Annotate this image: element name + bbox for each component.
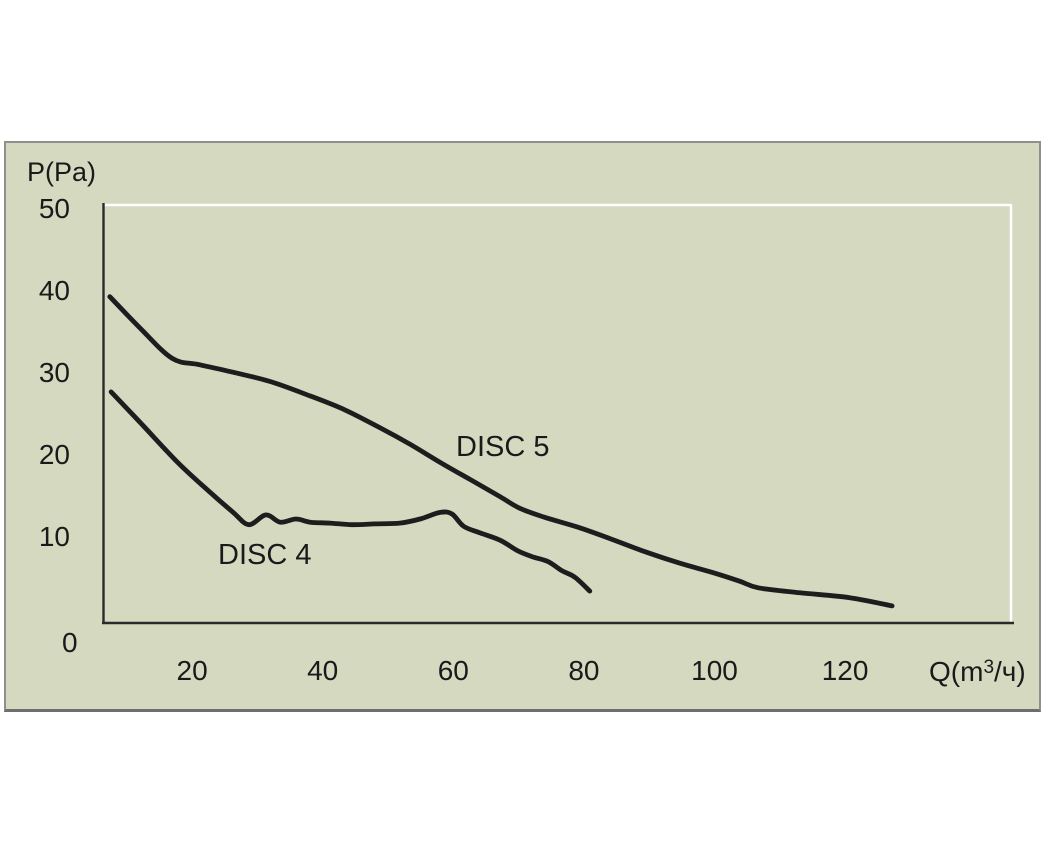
chart-panel [4,141,1041,712]
y-tick-label: 50 [38,193,70,224]
series-label-disc5: DISC 5 [456,431,550,463]
x-tick-label: 40 [307,655,339,686]
y-tick-label: 40 [38,275,70,306]
x-tick-label: 20 [176,655,208,686]
x-axis-title-post: /ч) [994,656,1026,687]
curve-disc5 [107,294,895,609]
x-tick-label: 80 [568,655,600,686]
x-axis-title-pre: Q(m [929,656,984,687]
y-tick-label: 30 [38,357,70,388]
y-tick-label: 20 [38,439,70,470]
origin-tick-label: 0 [62,627,78,658]
x-tick-label: 60 [437,655,469,686]
curve-disc4 [108,389,593,594]
y-axis-title: P(Pa) [27,157,97,187]
y-tick-label: 10 [38,521,70,552]
x-axis-title-sup: 3 [983,657,995,678]
x-tick-label: 120 [821,655,869,686]
x-axis-title: Q(m3/ч) [929,656,1026,688]
series-label-disc4: DISC 4 [218,539,312,571]
x-tick-label: 100 [691,655,738,686]
